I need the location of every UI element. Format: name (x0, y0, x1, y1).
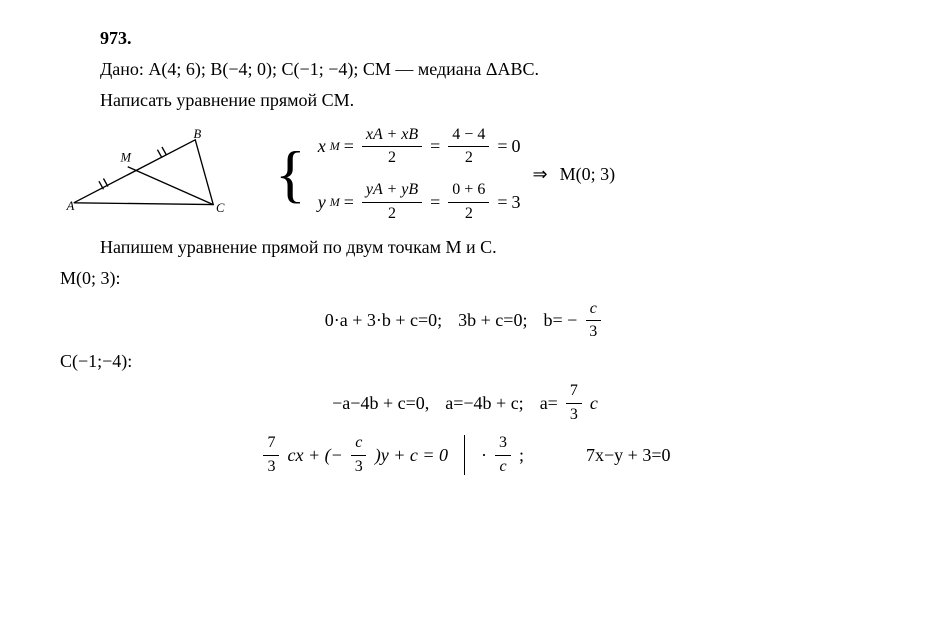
final-t1-suffix: cx + (− (287, 443, 342, 468)
triangle-diagram: A M B C (60, 129, 245, 219)
yM-f2-num: 0 + 6 (448, 179, 489, 202)
yM-sub: M (330, 194, 340, 211)
svg-text:B: B (193, 129, 201, 141)
eq-M-3-den: 3 (585, 321, 601, 343)
xM-result: 0 (511, 134, 520, 159)
two-points-text: Напишем уравнение прямой по двум точкам … (60, 235, 870, 260)
final-t2-den: 3 (351, 456, 367, 478)
eq-M-3-num: c (586, 298, 601, 321)
final-t1-den: 3 (263, 456, 279, 478)
final-t2-suffix: )y + c = 0 (375, 443, 448, 468)
final-mult-den: c (495, 456, 510, 478)
xM-f1-den: 2 (384, 147, 400, 169)
eq-C-3-num: 7 (566, 380, 582, 403)
diagram-math-row: A M B C { xM = xA + xB2 = 4 − 42 = 0 yM … (60, 124, 870, 226)
given-text: Дано: A(4; 6); B(−4; 0); C(−1; −4); CM —… (60, 57, 870, 82)
problem-number: 973. (60, 26, 870, 51)
yM-f1-num: yA + yB (362, 179, 422, 202)
left-brace-icon: { (275, 142, 306, 206)
eq-C-row: −a−4b + c=0, a=−4b + c; a= 73 c (60, 380, 870, 426)
final-mult-num: 3 (495, 432, 511, 455)
yM-f1-den: 2 (384, 203, 400, 225)
xM-equation: xM = xA + xB2 = 4 − 42 = 0 (318, 124, 521, 170)
eq-C-3-prefix: a= (540, 391, 558, 416)
eq-C-2: a=−4b + c; (445, 391, 523, 416)
eq-C-1: −a−4b + c=0, (332, 391, 429, 416)
final-t2-num: c (351, 432, 366, 455)
final-mult-suffix: ; (519, 443, 524, 468)
xM-var: x (318, 134, 326, 159)
eq-M-1: 0·a + 3·b + c=0; (325, 308, 442, 333)
midpoint-system: { xM = xA + xB2 = 4 − 42 = 0 yM = yA + y… (275, 124, 615, 226)
yM-equation: yM = yA + yB2 = 0 + 62 = 3 (318, 179, 521, 225)
yM-result: 3 (511, 190, 520, 215)
svg-text:M: M (120, 151, 133, 165)
final-result: 7x−y + 3=0 (586, 443, 670, 468)
final-row: 73 cx + (− c3 )y + c = 0 · 3c ; 7x−y + 3… (60, 432, 870, 478)
task-text: Написать уравнение прямой CM. (60, 88, 870, 113)
xM-f1-num: xA + xB (362, 124, 422, 147)
eq-C-3-den: 3 (566, 404, 582, 426)
final-t1-num: 7 (263, 432, 279, 455)
svg-text:C: C (216, 201, 225, 215)
eq-M-row: 0·a + 3·b + c=0; 3b + c=0; b= − c3 (60, 298, 870, 344)
yM-var: y (318, 190, 326, 215)
M-label: M(0; 3): (60, 266, 870, 291)
xM-sub: M (330, 138, 340, 155)
eq-M-3-prefix: b= − (543, 308, 577, 333)
M-point: M(0; 3) (560, 162, 616, 187)
xM-f2-den: 2 (461, 147, 477, 169)
final-mult-prefix: · (481, 443, 487, 468)
implies-symbol: ⇒ (532, 162, 547, 187)
eq-M-2: 3b + c=0; (458, 308, 527, 333)
C-label: C(−1;−4): (60, 349, 870, 374)
yM-f2-den: 2 (461, 203, 477, 225)
eq-C-3-suffix: c (590, 391, 598, 416)
vertical-bar-icon (464, 435, 465, 475)
xM-f2-num: 4 − 4 (448, 124, 489, 147)
svg-text:A: A (66, 199, 75, 213)
